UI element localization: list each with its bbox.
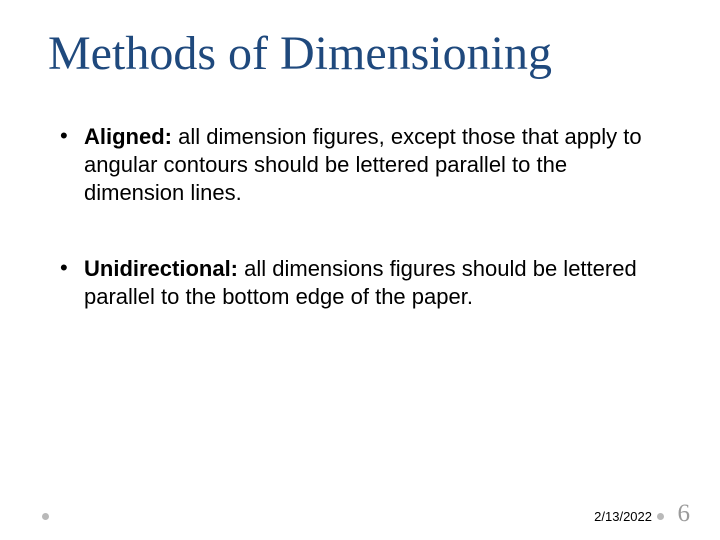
bullet-item: Unidirectional: all dimensions figures s…	[58, 255, 672, 311]
decorative-dot-icon	[657, 513, 664, 520]
decorative-dot-icon	[42, 513, 49, 520]
slide: Methods of Dimensioning Aligned: all dim…	[0, 0, 720, 540]
page-number: 6	[678, 500, 691, 528]
slide-title: Methods of Dimensioning	[48, 28, 672, 81]
footer-date: 2/13/2022	[594, 509, 652, 524]
bullet-label: Aligned:	[84, 124, 172, 149]
bullet-label: Unidirectional:	[84, 256, 238, 281]
bullet-list: Aligned: all dimension figures, except t…	[48, 123, 672, 312]
bullet-item: Aligned: all dimension figures, except t…	[58, 123, 672, 207]
slide-footer: 2/13/2022 6	[0, 498, 720, 526]
